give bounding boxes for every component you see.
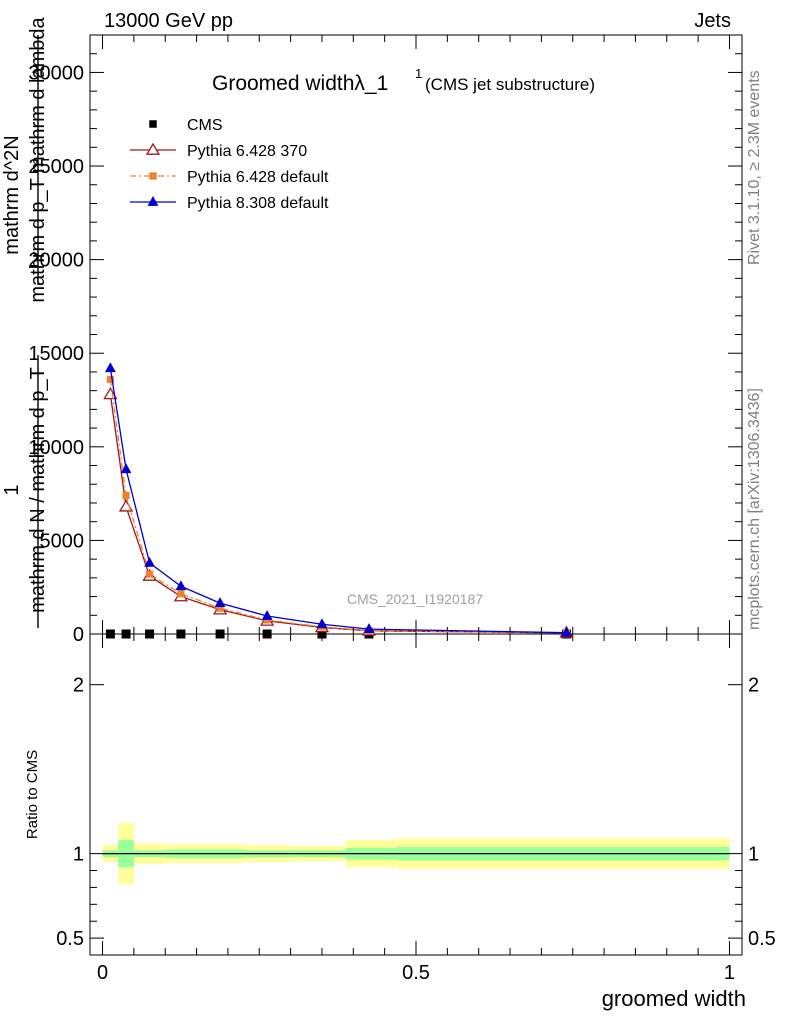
main-ytick-label: 15000	[28, 343, 84, 365]
data-point-series-0-0	[105, 629, 115, 639]
data-point-series-3-6	[316, 618, 328, 629]
ratio-y-axis-label: Ratio to CMS	[24, 750, 41, 839]
chart-title: Groomed widthλ_1	[212, 72, 388, 95]
data-point-series-3-7	[363, 623, 375, 634]
data-point-series-2-0	[106, 375, 114, 384]
ratio-xtick-label: 0.5	[402, 962, 430, 984]
ratio-xtick-label: 0	[97, 962, 108, 984]
data-point-series-2-3	[177, 590, 185, 598]
data-point-series-2-1	[122, 491, 130, 500]
ratio-ytick-label-right: 0.5	[748, 928, 776, 950]
rivet-version-text: Rivet 3.1.10, ≥ 2.3M events	[746, 70, 763, 265]
ratio-ytick-label: 1	[73, 844, 84, 866]
ratio-ytick-label: 2	[73, 675, 84, 697]
chart-title-superscript: 1	[415, 66, 422, 81]
main-y-label-numerator-2: mathrm d^2N	[1, 135, 23, 254]
legend-marker-3	[147, 196, 159, 206]
ratio-ytick-label: 0.5	[56, 928, 84, 950]
main-ytick-label: 20000	[28, 250, 84, 272]
chart-subtitle: (CMS jet substructure)	[425, 75, 595, 94]
mcplots-reference-text: mcplots.cern.ch [arXiv:1306.3436]	[746, 388, 763, 630]
analysis-watermark: CMS_2021_I1920187	[347, 591, 483, 607]
ratio-ytick-label-right: 2	[748, 675, 759, 697]
main-y-label-numerator-1: 1	[1, 484, 23, 495]
data-point-series-2-2	[145, 570, 154, 578]
category-label: Jets	[694, 10, 731, 32]
legend-label-2: Pythia 6.428 default	[187, 169, 329, 186]
legend-marker-0	[149, 120, 157, 128]
series-line-2	[109, 379, 567, 634]
data-point-series-3-2	[144, 556, 155, 567]
data-point-series-3-5	[261, 610, 273, 620]
data-point-series-3-8	[561, 626, 572, 637]
data-point-series-0-1	[121, 629, 131, 639]
main-ytick-label: 5000	[40, 530, 85, 552]
legend-label-0: CMS	[187, 117, 223, 134]
x-axis-label: groomed width	[602, 986, 746, 1011]
ratio-xtick-label: 1	[724, 962, 735, 984]
data-point-series-2-4	[216, 604, 224, 612]
data-point-series-2-5	[263, 616, 271, 624]
legend-label-3: Pythia 8.308 default	[187, 195, 329, 212]
legend-marker-1	[145, 142, 161, 155]
data-point-series-0-2	[145, 629, 155, 639]
main-ytick-label: 0	[73, 624, 84, 646]
main-ytick-label: 25000	[28, 156, 84, 178]
energy-label: 13000 GeV pp	[104, 10, 233, 32]
main-y-label-denominator-2: mathrm d p_T mathrm d lambda	[27, 16, 49, 302]
legend-marker-2	[149, 172, 157, 180]
data-point-series-1-0	[103, 387, 118, 400]
legend-label-1: Pythia 6.428 370	[187, 143, 307, 160]
data-point-series-3-0	[104, 362, 116, 373]
data-point-series-3-3	[175, 580, 187, 591]
data-point-series-0-3	[176, 629, 186, 639]
data-point-series-3-4	[214, 597, 226, 608]
main-ytick-label: 30000	[28, 62, 84, 84]
main-y-label-denominator-1: mathrm d N / mathrm d p_T	[27, 367, 49, 613]
data-point-series-0-6	[317, 629, 327, 639]
data-point-series-0-4	[215, 629, 225, 639]
ratio-frame	[89, 633, 743, 956]
data-point-series-3-1	[120, 463, 132, 474]
data-point-series-0-5	[262, 629, 272, 639]
ratio-ytick-label-right: 1	[748, 844, 759, 866]
main-ytick-label: 10000	[28, 437, 84, 459]
